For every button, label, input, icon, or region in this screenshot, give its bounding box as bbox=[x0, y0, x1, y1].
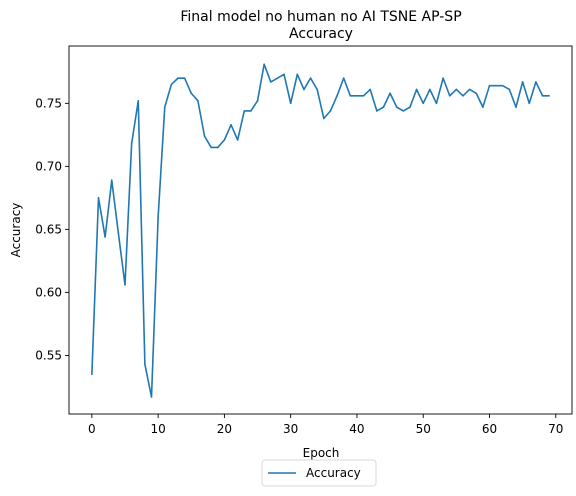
data-point bbox=[124, 284, 126, 286]
data-point bbox=[236, 139, 239, 141]
data-point bbox=[415, 88, 418, 91]
data-point bbox=[130, 142, 133, 145]
x-tick-label: 20 bbox=[217, 422, 232, 436]
x-axis-ticks: 0 10 20 30 40 50 60 70 bbox=[88, 414, 563, 436]
data-point bbox=[144, 363, 146, 366]
data-point bbox=[548, 94, 550, 97]
data-point bbox=[303, 88, 305, 91]
data-point bbox=[309, 77, 312, 79]
data-point bbox=[422, 102, 425, 105]
x-tick-label: 0 bbox=[88, 422, 96, 436]
data-point bbox=[376, 110, 378, 112]
data-point bbox=[329, 110, 332, 112]
series-line-accuracy bbox=[91, 63, 550, 398]
data-point bbox=[263, 63, 265, 66]
data-point bbox=[230, 123, 232, 126]
x-tick-label: 50 bbox=[416, 422, 431, 436]
data-point bbox=[203, 135, 206, 137]
data-point bbox=[462, 94, 464, 97]
data-point bbox=[369, 88, 372, 91]
data-point bbox=[289, 102, 292, 105]
data-point bbox=[362, 94, 365, 97]
data-point bbox=[91, 373, 93, 376]
data-point bbox=[137, 100, 140, 102]
data-point bbox=[515, 106, 517, 108]
data-point bbox=[150, 396, 153, 398]
y-tick-label: 0.65 bbox=[35, 222, 62, 236]
data-point bbox=[223, 139, 226, 141]
x-axis-label: Epoch bbox=[303, 446, 340, 460]
x-tick-label: 70 bbox=[548, 422, 563, 436]
y-tick-label: 0.55 bbox=[35, 348, 62, 362]
data-point bbox=[296, 73, 299, 76]
x-tick-label: 60 bbox=[482, 422, 497, 436]
data-point bbox=[488, 84, 491, 87]
series-layer bbox=[91, 63, 550, 398]
data-point bbox=[316, 88, 318, 91]
x-tick-label: 10 bbox=[150, 422, 165, 436]
data-point bbox=[349, 94, 352, 97]
data-point bbox=[382, 106, 385, 108]
chart-title-line-1: Final model no human no AI TSNE AP-SP bbox=[180, 9, 461, 25]
data-point bbox=[402, 110, 405, 112]
plot-area: 0 10 20 30 40 50 60 70 0.55 0.60 0.65 0.70 0.75 bbox=[35, 45, 573, 436]
data-point bbox=[104, 236, 106, 238]
plot-frame bbox=[68, 45, 573, 415]
data-point bbox=[535, 81, 537, 83]
x-tick-label: 40 bbox=[349, 422, 364, 436]
data-point bbox=[521, 81, 524, 83]
data-point bbox=[323, 117, 325, 120]
data-point bbox=[429, 88, 431, 91]
data-point bbox=[177, 77, 179, 79]
data-point bbox=[435, 102, 438, 105]
data-point bbox=[117, 232, 120, 234]
data-point bbox=[256, 100, 259, 102]
data-point bbox=[283, 73, 285, 76]
data-point bbox=[183, 77, 186, 79]
y-tick-label: 0.60 bbox=[35, 285, 62, 299]
data-point bbox=[501, 84, 504, 87]
data-point bbox=[541, 94, 544, 97]
data-point bbox=[276, 77, 279, 79]
data-point bbox=[442, 77, 444, 79]
data-point bbox=[475, 92, 478, 95]
chart-title-line-2: Accuracy bbox=[289, 26, 353, 42]
data-point bbox=[190, 92, 193, 95]
data-point bbox=[356, 94, 358, 97]
legend: Accuracy bbox=[261, 459, 377, 487]
data-point bbox=[243, 110, 246, 112]
data-point bbox=[448, 94, 451, 97]
data-point bbox=[482, 106, 484, 108]
legend-series-label: Accuracy bbox=[306, 466, 361, 480]
data-point bbox=[468, 88, 471, 91]
data-point bbox=[216, 146, 219, 149]
legend-box bbox=[261, 459, 377, 487]
data-point bbox=[197, 100, 199, 102]
y-tick-label: 0.75 bbox=[35, 96, 62, 110]
data-point bbox=[163, 106, 166, 108]
x-tick-label: 30 bbox=[283, 422, 298, 436]
data-point bbox=[495, 84, 497, 87]
data-point bbox=[508, 88, 511, 91]
y-axis-ticks: 0.55 0.60 0.65 0.70 0.75 bbox=[35, 96, 69, 362]
data-point bbox=[409, 106, 411, 108]
y-axis-label: Accuracy bbox=[9, 203, 23, 258]
data-point bbox=[97, 197, 100, 199]
data-point bbox=[110, 179, 113, 182]
data-point bbox=[210, 146, 212, 149]
data-point bbox=[389, 92, 391, 95]
data-point bbox=[270, 81, 272, 83]
data-point bbox=[170, 83, 173, 86]
y-tick-label: 0.70 bbox=[35, 159, 62, 173]
data-point bbox=[455, 88, 458, 91]
data-point bbox=[395, 106, 398, 108]
data-point bbox=[157, 215, 159, 218]
data-point bbox=[250, 110, 252, 112]
data-point bbox=[528, 102, 531, 105]
data-point bbox=[342, 77, 345, 79]
data-point bbox=[336, 94, 338, 97]
